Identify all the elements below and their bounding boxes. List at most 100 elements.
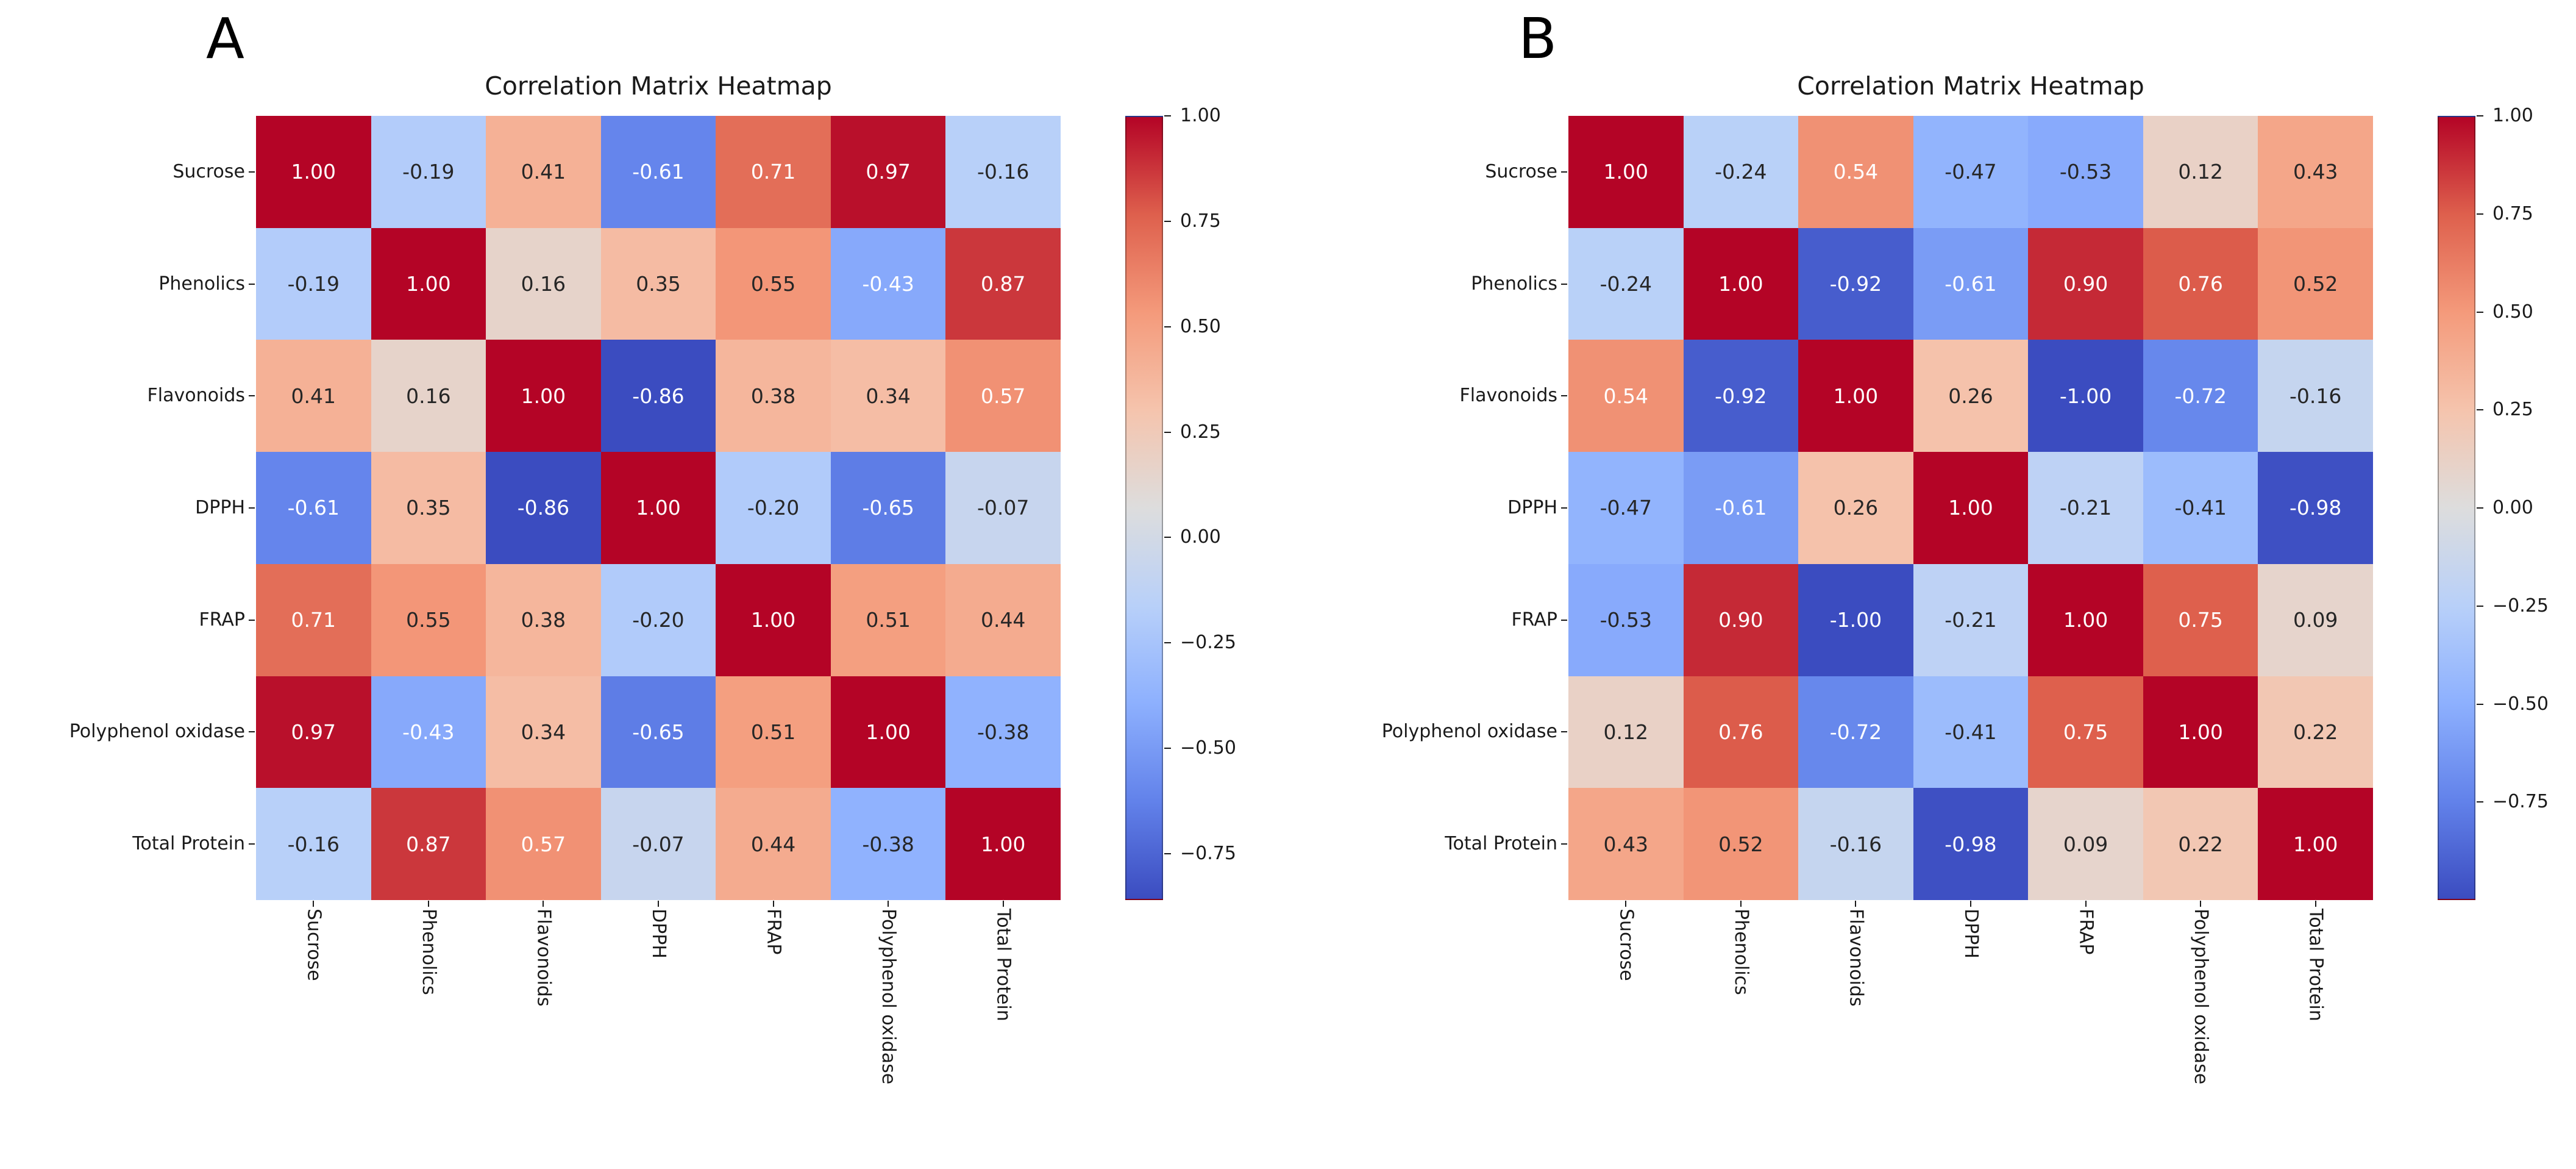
heatmap-cell: 1.00 [2143, 676, 2258, 788]
heatmap-cell: 0.41 [256, 340, 371, 452]
heatmap-cell: 0.44 [716, 788, 831, 900]
colorbar-tick [1164, 642, 1171, 644]
heatmap-cell: -0.65 [600, 676, 716, 788]
heatmap-cell: 0.76 [1683, 676, 1799, 788]
y-tick-label: Polyphenol oxidase [1381, 721, 1557, 743]
x-tick [313, 901, 315, 907]
x-tick-label: Phenolics [418, 909, 439, 995]
heatmap-cell: -0.43 [830, 227, 946, 340]
heatmap-cell: 0.97 [256, 676, 371, 788]
colorbar-tick-label: −0.75 [2492, 791, 2549, 813]
colorbar-tick-label: −0.25 [1180, 632, 1236, 654]
heatmap-cell: 0.16 [486, 227, 601, 340]
heatmap-cell: 0.12 [2143, 116, 2258, 228]
x-tick [2200, 901, 2202, 907]
heatmap-cell: -0.16 [256, 788, 371, 900]
heatmap-cell: 0.09 [2028, 788, 2143, 900]
colorbar-tick-label: −0.25 [2492, 595, 2549, 617]
colorbar-tick-label: −0.75 [1180, 842, 1236, 864]
y-tick [1561, 731, 1567, 733]
heatmap-cell: 0.75 [2143, 563, 2258, 676]
heatmap-cell: 1.00 [1683, 227, 1799, 340]
colorbar-tick [2477, 703, 2483, 705]
colorbar-tick [2477, 605, 2483, 607]
heatmap-cell: -0.07 [945, 452, 1061, 564]
colorbar-gradient [1125, 116, 1163, 900]
heatmap-cell: -0.61 [1913, 227, 2029, 340]
heatmap-cell: -0.47 [1568, 452, 1684, 564]
y-tick-label: Flavonoids [147, 385, 245, 407]
heatmap-cell: -0.41 [2143, 452, 2258, 564]
y-tick [249, 619, 255, 621]
colorbar-tick-label: 0.00 [1180, 526, 1221, 548]
heatmap-grid: 1.00 -0.19 0.41 -0.61 0.71 0.97 -0.16 -0.19 1.00… [256, 116, 1061, 900]
heatmap-cell: 0.09 [2258, 563, 2373, 676]
heatmap-cell: -0.07 [600, 788, 716, 900]
x-tick-label: Total Protein [2305, 909, 2327, 1021]
heatmap-cell: -0.72 [1798, 676, 1913, 788]
heatmap-cell: 0.26 [1798, 452, 1913, 564]
colorbar-tick [2477, 801, 2483, 803]
heatmap-cell: 0.55 [716, 227, 831, 340]
heatmap-cell: 0.57 [486, 788, 601, 900]
heatmap-cell: 0.87 [371, 788, 486, 900]
colorbar-tick-label: 0.50 [2492, 301, 2533, 323]
colorbar-tick-label: 0.75 [1180, 210, 1221, 232]
x-tick-label: DPPH [648, 909, 669, 959]
colorbar-tick-label: 1.00 [2492, 105, 2533, 126]
y-tick [1561, 171, 1567, 173]
colorbar-tick [2477, 115, 2483, 116]
heatmap-cell: -0.53 [2028, 116, 2143, 228]
heatmap-cell: 1.00 [945, 788, 1061, 900]
heatmap-cell: 0.51 [830, 563, 946, 676]
x-tick [2314, 901, 2316, 907]
x-tick [1855, 901, 1857, 907]
y-tick-label: Flavonoids [1459, 385, 1557, 407]
y-tick [249, 731, 255, 733]
heatmap-cell: 0.71 [716, 116, 831, 228]
heatmap-cell: -0.43 [371, 676, 486, 788]
heatmap-cell: -0.21 [1913, 563, 2029, 676]
x-tick-label: Flavonoids [1845, 909, 1867, 1007]
heatmap-cell: -0.16 [1798, 788, 1913, 900]
heatmap-cell: 0.90 [2028, 227, 2143, 340]
x-tick-label: FRAP [2075, 909, 2097, 955]
heatmap-cell: 0.38 [486, 563, 601, 676]
heatmap-cell: 1.00 [830, 676, 946, 788]
heatmap-cell: 0.44 [945, 563, 1061, 676]
heatmap-cell: 0.52 [2258, 227, 2373, 340]
heatmap-cell: -0.38 [830, 788, 946, 900]
heatmap-cell: -0.24 [1568, 227, 1684, 340]
colorbar-tick-label: −0.50 [1180, 737, 1236, 759]
y-tick-label: Sucrose [1485, 160, 1557, 182]
heatmap-cell: -0.86 [486, 452, 601, 564]
heatmap-cell: -0.21 [2028, 452, 2143, 564]
heatmap-cell: 0.34 [830, 340, 946, 452]
heatmap-cell: 0.54 [1568, 340, 1684, 452]
heatmap-cell: 1.00 [2258, 788, 2373, 900]
y-tick-label: Phenolics [158, 273, 245, 295]
plot-title: Correlation Matrix Heatmap [1797, 71, 2144, 101]
y-tick-label: Total Protein [1445, 833, 1557, 855]
heatmap-cell: -0.92 [1798, 227, 1913, 340]
colorbar-tick-label: 0.50 [1180, 315, 1221, 337]
heatmap-cell: 0.52 [1683, 788, 1799, 900]
heatmap-cell: 1.00 [1568, 116, 1684, 228]
y-tick [1561, 507, 1567, 509]
heatmap-cell: 0.26 [1913, 340, 2029, 452]
heatmap-cell: 0.71 [256, 563, 371, 676]
colorbar-tick-label: 1.00 [1180, 105, 1221, 126]
heatmap-cell: 0.41 [486, 116, 601, 228]
x-tick-label: Total Protein [992, 909, 1014, 1021]
heatmap-cell: -0.61 [256, 452, 371, 564]
y-tick-label: Sucrose [173, 160, 245, 182]
x-tick-label: Polyphenol oxidase [2190, 909, 2212, 1085]
plot-title: Correlation Matrix Heatmap [485, 71, 832, 101]
heatmap-cell: 0.43 [1568, 788, 1684, 900]
heatmap-cell: -0.19 [256, 227, 371, 340]
colorbar-tick-label: 0.00 [2492, 497, 2533, 518]
colorbar-tick [2477, 213, 2483, 215]
y-tick [249, 171, 255, 173]
heatmap-cell: 0.97 [830, 116, 946, 228]
